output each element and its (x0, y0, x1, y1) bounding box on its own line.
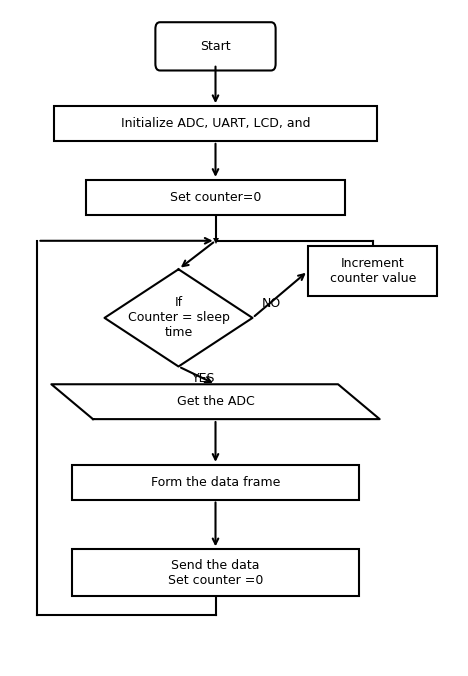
Text: Increment
counter value: Increment counter value (329, 257, 416, 285)
Bar (72, 464, 359, 500)
Text: Initialize ADC, UART, LCD, and: Initialize ADC, UART, LCD, and (121, 117, 310, 130)
Polygon shape (51, 384, 380, 419)
Bar (54, 106, 377, 141)
Text: Get the ADC: Get the ADC (176, 395, 255, 408)
FancyBboxPatch shape (155, 22, 276, 70)
Text: NO: NO (262, 297, 281, 310)
Text: Start: Start (200, 40, 231, 53)
Text: If
Counter = sleep
time: If Counter = sleep time (128, 296, 229, 339)
Text: Send the data
Set counter =0: Send the data Set counter =0 (168, 558, 263, 587)
Bar (308, 246, 438, 296)
Text: Form the data frame: Form the data frame (151, 476, 280, 489)
Bar (72, 549, 359, 596)
Text: Set counter=0: Set counter=0 (170, 191, 261, 203)
Text: YES: YES (192, 372, 216, 385)
Bar (86, 180, 345, 215)
Polygon shape (104, 269, 253, 366)
